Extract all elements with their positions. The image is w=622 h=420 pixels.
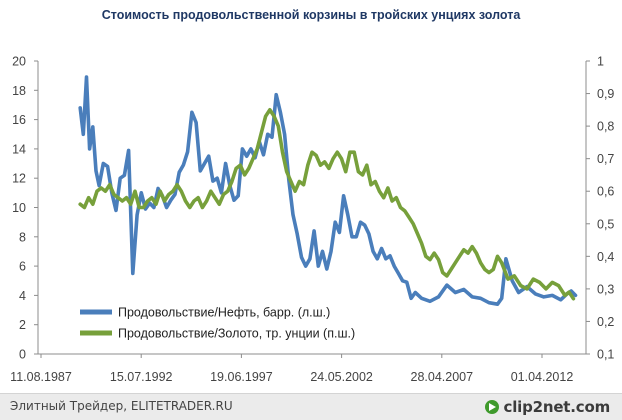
x-tick-label: 19.06.1997 bbox=[210, 370, 273, 384]
y-right-tick-label: 1 bbox=[597, 55, 604, 69]
footer-bar: Элитный Трейдер, ELITETRADER.RU clip2net… bbox=[0, 393, 622, 420]
y-left-tick-label: 20 bbox=[12, 55, 26, 69]
series-line-oil bbox=[78, 75, 578, 306]
series-line-gold bbox=[78, 108, 576, 301]
axes: 0 2 4 6 8 10 12 14 16 18 20 0,1 0,2 0,3 0,4 0,5 0,6 0,7 0,… bbox=[10, 55, 614, 385]
y-left-tick-label: 14 bbox=[12, 142, 26, 156]
legend: Продовольствие/Нефть, барр. (л.ш.) Продо… bbox=[80, 306, 355, 341]
y-right-tick-label: 0,3 bbox=[597, 282, 614, 296]
series-layer bbox=[78, 75, 578, 306]
footer-caption: Элитный Трейдер, ELITETRADER.RU bbox=[10, 399, 233, 413]
y-left-tick-label: 16 bbox=[12, 113, 26, 127]
x-tick-label: 15.07.1992 bbox=[110, 370, 173, 384]
x-tick-label: 28.04.2007 bbox=[411, 370, 474, 384]
y-right-tick-label: 0,1 bbox=[597, 348, 614, 362]
x-tick-label: 24.05.2002 bbox=[310, 370, 373, 384]
y-right-tick-label: 0,6 bbox=[597, 185, 614, 199]
clip2net-logo[interactable]: clip2net.com bbox=[484, 397, 611, 417]
legend-label-oil: Продовольствие/Нефть, барр. (л.ш.) bbox=[118, 306, 330, 320]
y-left-tick-label: 2 bbox=[19, 318, 26, 332]
chart: Стоимость продовольственной корзины в тр… bbox=[10, 8, 614, 385]
y-right-tick-label: 0,9 bbox=[597, 87, 614, 101]
y-right-tick-label: 0,8 bbox=[597, 120, 614, 134]
y-left-tick-label: 10 bbox=[12, 201, 26, 215]
y-left-tick-label: 12 bbox=[12, 172, 26, 186]
y-left-tick-label: 8 bbox=[19, 230, 26, 244]
x-tick-label: 01.04.2012 bbox=[511, 370, 574, 384]
y-right-tick-label: 0,2 bbox=[597, 315, 614, 329]
y-left-tick-label: 0 bbox=[19, 348, 26, 362]
y-left-tick-label: 18 bbox=[12, 84, 26, 98]
y-left-tick-label: 4 bbox=[19, 289, 26, 303]
y-right-tick-label: 0,7 bbox=[597, 152, 614, 166]
y-right-tick-label: 0,4 bbox=[597, 250, 614, 264]
legend-label-gold: Продовольствие/Золото, тр. унции (п.ш.) bbox=[118, 327, 355, 341]
clip2net-brand: clip2net.com bbox=[503, 398, 611, 416]
x-tick-label: 11.08.1987 bbox=[10, 370, 72, 384]
chart-title: Стоимость продовольственной корзины в тр… bbox=[102, 8, 522, 22]
y-left-tick-label: 6 bbox=[19, 260, 26, 274]
clip2net-arrow-icon bbox=[484, 400, 499, 414]
y-right-tick-label: 0,5 bbox=[597, 217, 614, 231]
